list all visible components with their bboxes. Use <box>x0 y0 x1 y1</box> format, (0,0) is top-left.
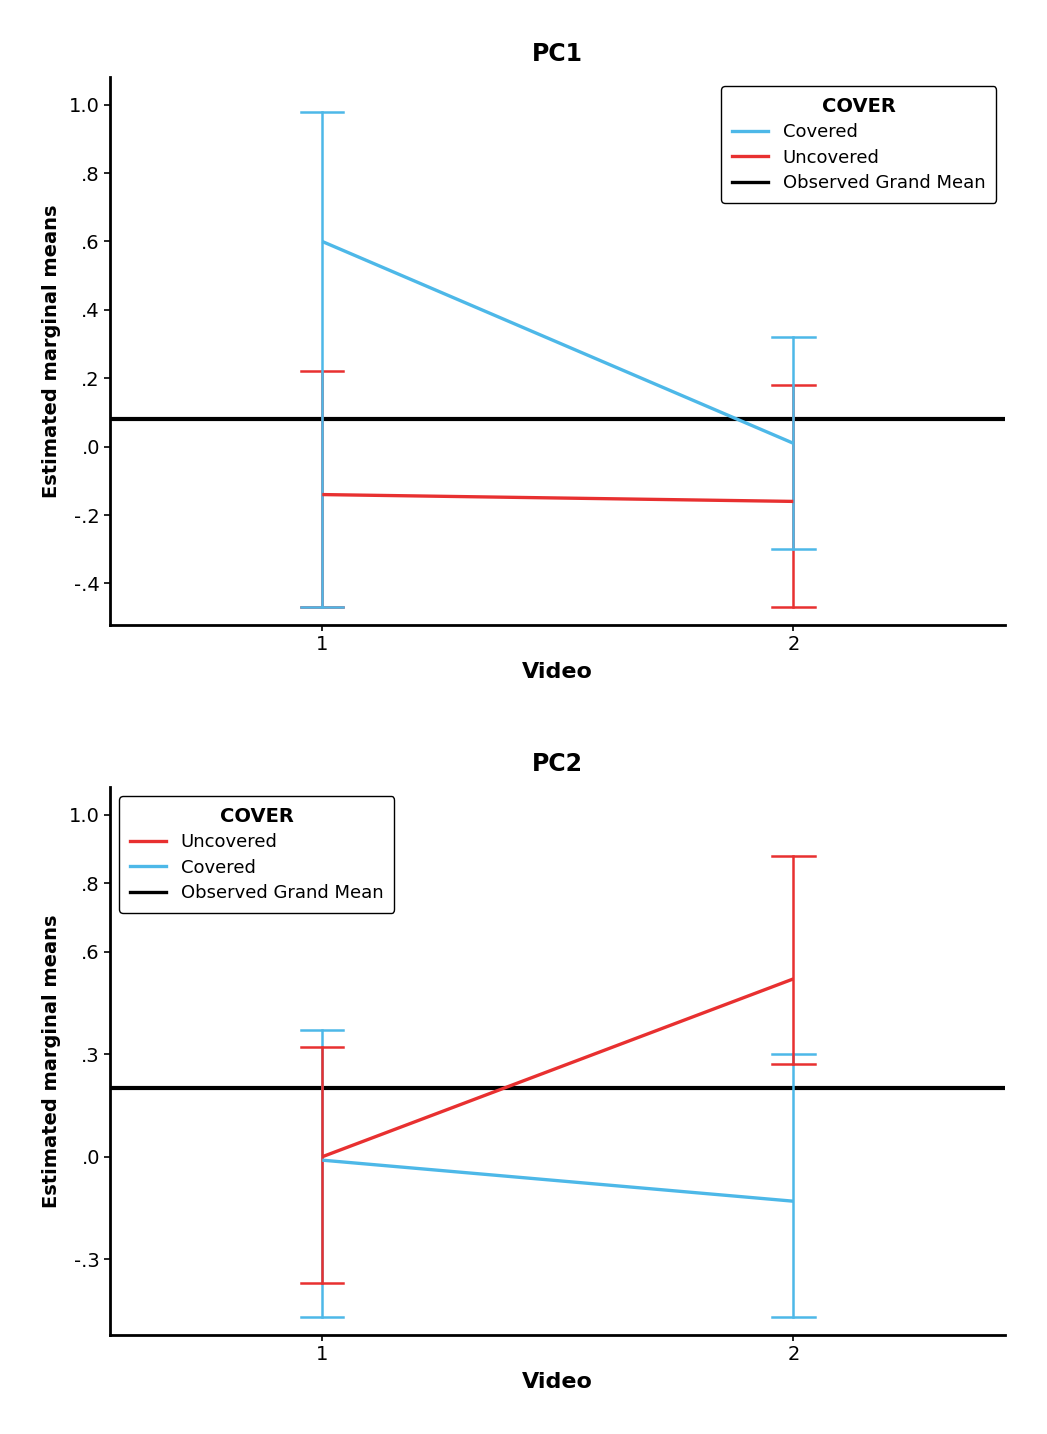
Y-axis label: Estimated marginal means: Estimated marginal means <box>42 204 61 498</box>
Legend: Covered, Uncovered, Observed Grand Mean: Covered, Uncovered, Observed Grand Mean <box>721 86 997 202</box>
Title: PC2: PC2 <box>532 751 583 776</box>
Legend: Uncovered, Covered, Observed Grand Mean: Uncovered, Covered, Observed Grand Mean <box>119 796 394 913</box>
Y-axis label: Estimated marginal means: Estimated marginal means <box>42 915 61 1207</box>
X-axis label: Video: Video <box>522 663 594 683</box>
X-axis label: Video: Video <box>522 1372 594 1392</box>
Title: PC1: PC1 <box>532 42 583 66</box>
